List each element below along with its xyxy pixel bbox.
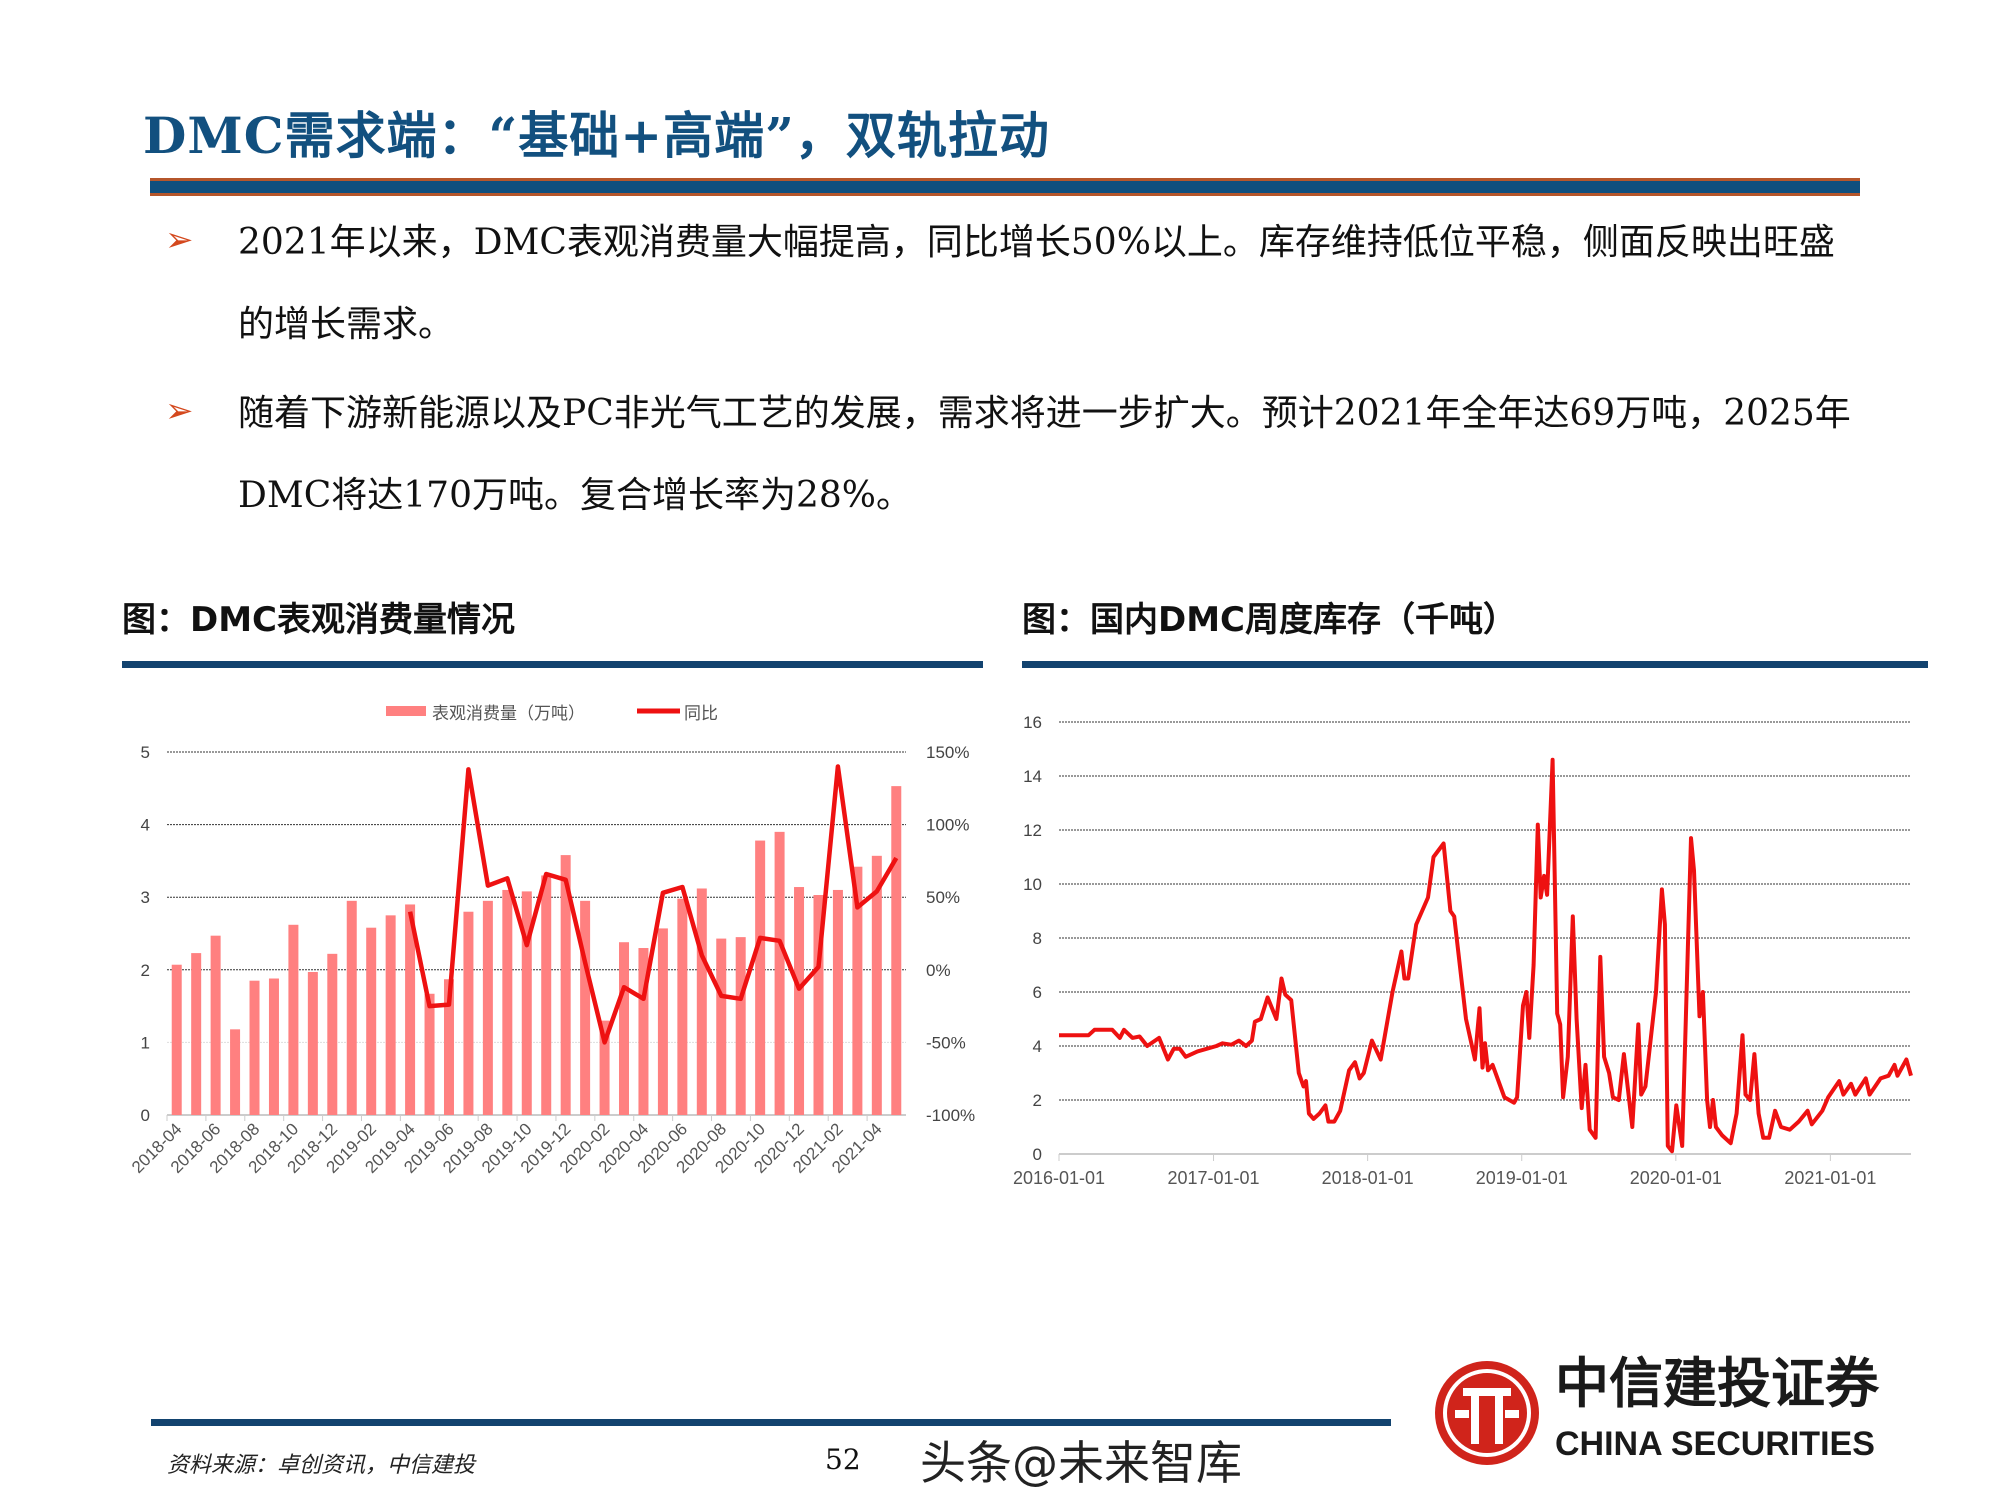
bullet-text-1: 2021年以来，DMC表观消费量大幅提高，同比增长50%以上。库存维持低位平稳，… (238, 222, 1835, 345)
y-tick-label: 4 (1033, 1037, 1042, 1056)
legend-label-line: 同比 (684, 704, 718, 723)
bar (774, 831, 785, 1115)
chart-title-consumption: 图：DMC表观消费量情况 (122, 600, 516, 640)
title-divider (150, 178, 1860, 196)
bar (327, 953, 338, 1115)
y-tick-label-right: -100% (926, 1106, 975, 1125)
bar (813, 895, 824, 1115)
y-tick-label-left: 0 (141, 1106, 150, 1125)
y-tick-label-left: 1 (141, 1033, 150, 1052)
bar (521, 891, 532, 1115)
slide-title: DMC需求端：“基础+高端”，双轨拉动 (143, 106, 1050, 165)
x-tick-label: 2019-01-01 (1476, 1168, 1568, 1188)
y-tick-label-right: 0% (926, 961, 951, 980)
bar (580, 900, 591, 1115)
x-tick-label: 2016-01-01 (1013, 1168, 1105, 1188)
y-tick-label-right: 100% (926, 816, 969, 835)
watermark: 头条@未来智库 (920, 1436, 1242, 1490)
x-tick-label: 2021-01-01 (1784, 1168, 1876, 1188)
bar (346, 900, 357, 1115)
chart-title-rule (1022, 661, 1928, 668)
legend-label-bar: 表观消费量（万吨） (432, 704, 585, 723)
y-tick-label: 2 (1033, 1091, 1042, 1110)
bar (171, 964, 182, 1115)
bar (696, 888, 707, 1115)
legend-swatch-bar (386, 706, 426, 716)
inventory-line (1059, 757, 1913, 1154)
y-tick-label: 10 (1023, 875, 1042, 894)
y-tick-label-left: 3 (141, 888, 150, 907)
bar (638, 948, 649, 1115)
x-tick-label: 2020-01-01 (1630, 1168, 1722, 1188)
bar (541, 875, 552, 1115)
y-tick-label: 8 (1033, 929, 1042, 948)
bar (249, 980, 260, 1115)
bar (871, 855, 882, 1115)
bar (735, 937, 746, 1115)
bar (657, 928, 668, 1115)
brand-name-cn: 中信建投证券 (1555, 1352, 1879, 1415)
arrow-bullet-icon: ➢ (165, 391, 194, 431)
chart-title-inventory: 图：国内DMC周度库存（千吨） (1022, 600, 1518, 640)
bar (716, 938, 727, 1115)
y-tick-label-left: 2 (141, 961, 150, 980)
citic-logo-icon (1435, 1361, 1539, 1465)
y-tick-label-right: 150% (926, 743, 969, 762)
bar (560, 855, 571, 1115)
yoy-line (407, 764, 899, 1045)
bar (619, 942, 630, 1115)
bar (288, 924, 299, 1115)
bar (443, 979, 454, 1115)
x-tick-label: 2018-01-01 (1322, 1168, 1414, 1188)
bar (502, 889, 513, 1115)
bar (891, 786, 902, 1115)
bar (794, 887, 805, 1115)
bar (230, 1029, 241, 1115)
source-note: 资料来源：卓创资讯，中信建投 (167, 1453, 476, 1478)
bar (210, 935, 221, 1115)
arrow-bullet-icon: ➢ (165, 220, 194, 260)
bar (366, 927, 377, 1115)
bar (852, 866, 863, 1115)
y-tick-label: 0 (1033, 1145, 1042, 1164)
bar (482, 900, 493, 1115)
bar (832, 889, 843, 1115)
bullet-text-2: 随着下游新能源以及PC非光气工艺的发展，需求将进一步扩大。预计2021年全年达6… (238, 393, 1851, 516)
chart-title-rule (122, 661, 983, 668)
bar (424, 993, 435, 1115)
y-tick-label: 14 (1023, 767, 1042, 786)
brand-name-en: CHINA SECURITIES (1555, 1425, 1875, 1463)
bar (405, 904, 416, 1115)
bar (755, 840, 766, 1115)
bar (677, 898, 688, 1115)
y-tick-label: 16 (1023, 713, 1042, 732)
y-tick-label-left: 5 (141, 743, 150, 762)
y-tick-label-right: -50% (926, 1033, 966, 1052)
bar (385, 915, 396, 1115)
bar (307, 971, 318, 1115)
bar (268, 978, 279, 1115)
y-tick-label: 12 (1023, 821, 1042, 840)
bar (463, 911, 474, 1115)
bar (599, 1020, 610, 1115)
y-tick-label: 6 (1033, 983, 1042, 1002)
y-tick-label-right: 50% (926, 888, 960, 907)
bar (191, 953, 202, 1115)
y-tick-label-left: 4 (141, 816, 150, 835)
footer-divider (151, 1419, 1391, 1426)
x-tick-label: 2017-01-01 (1167, 1168, 1259, 1188)
page-number: 52 (825, 1443, 861, 1476)
